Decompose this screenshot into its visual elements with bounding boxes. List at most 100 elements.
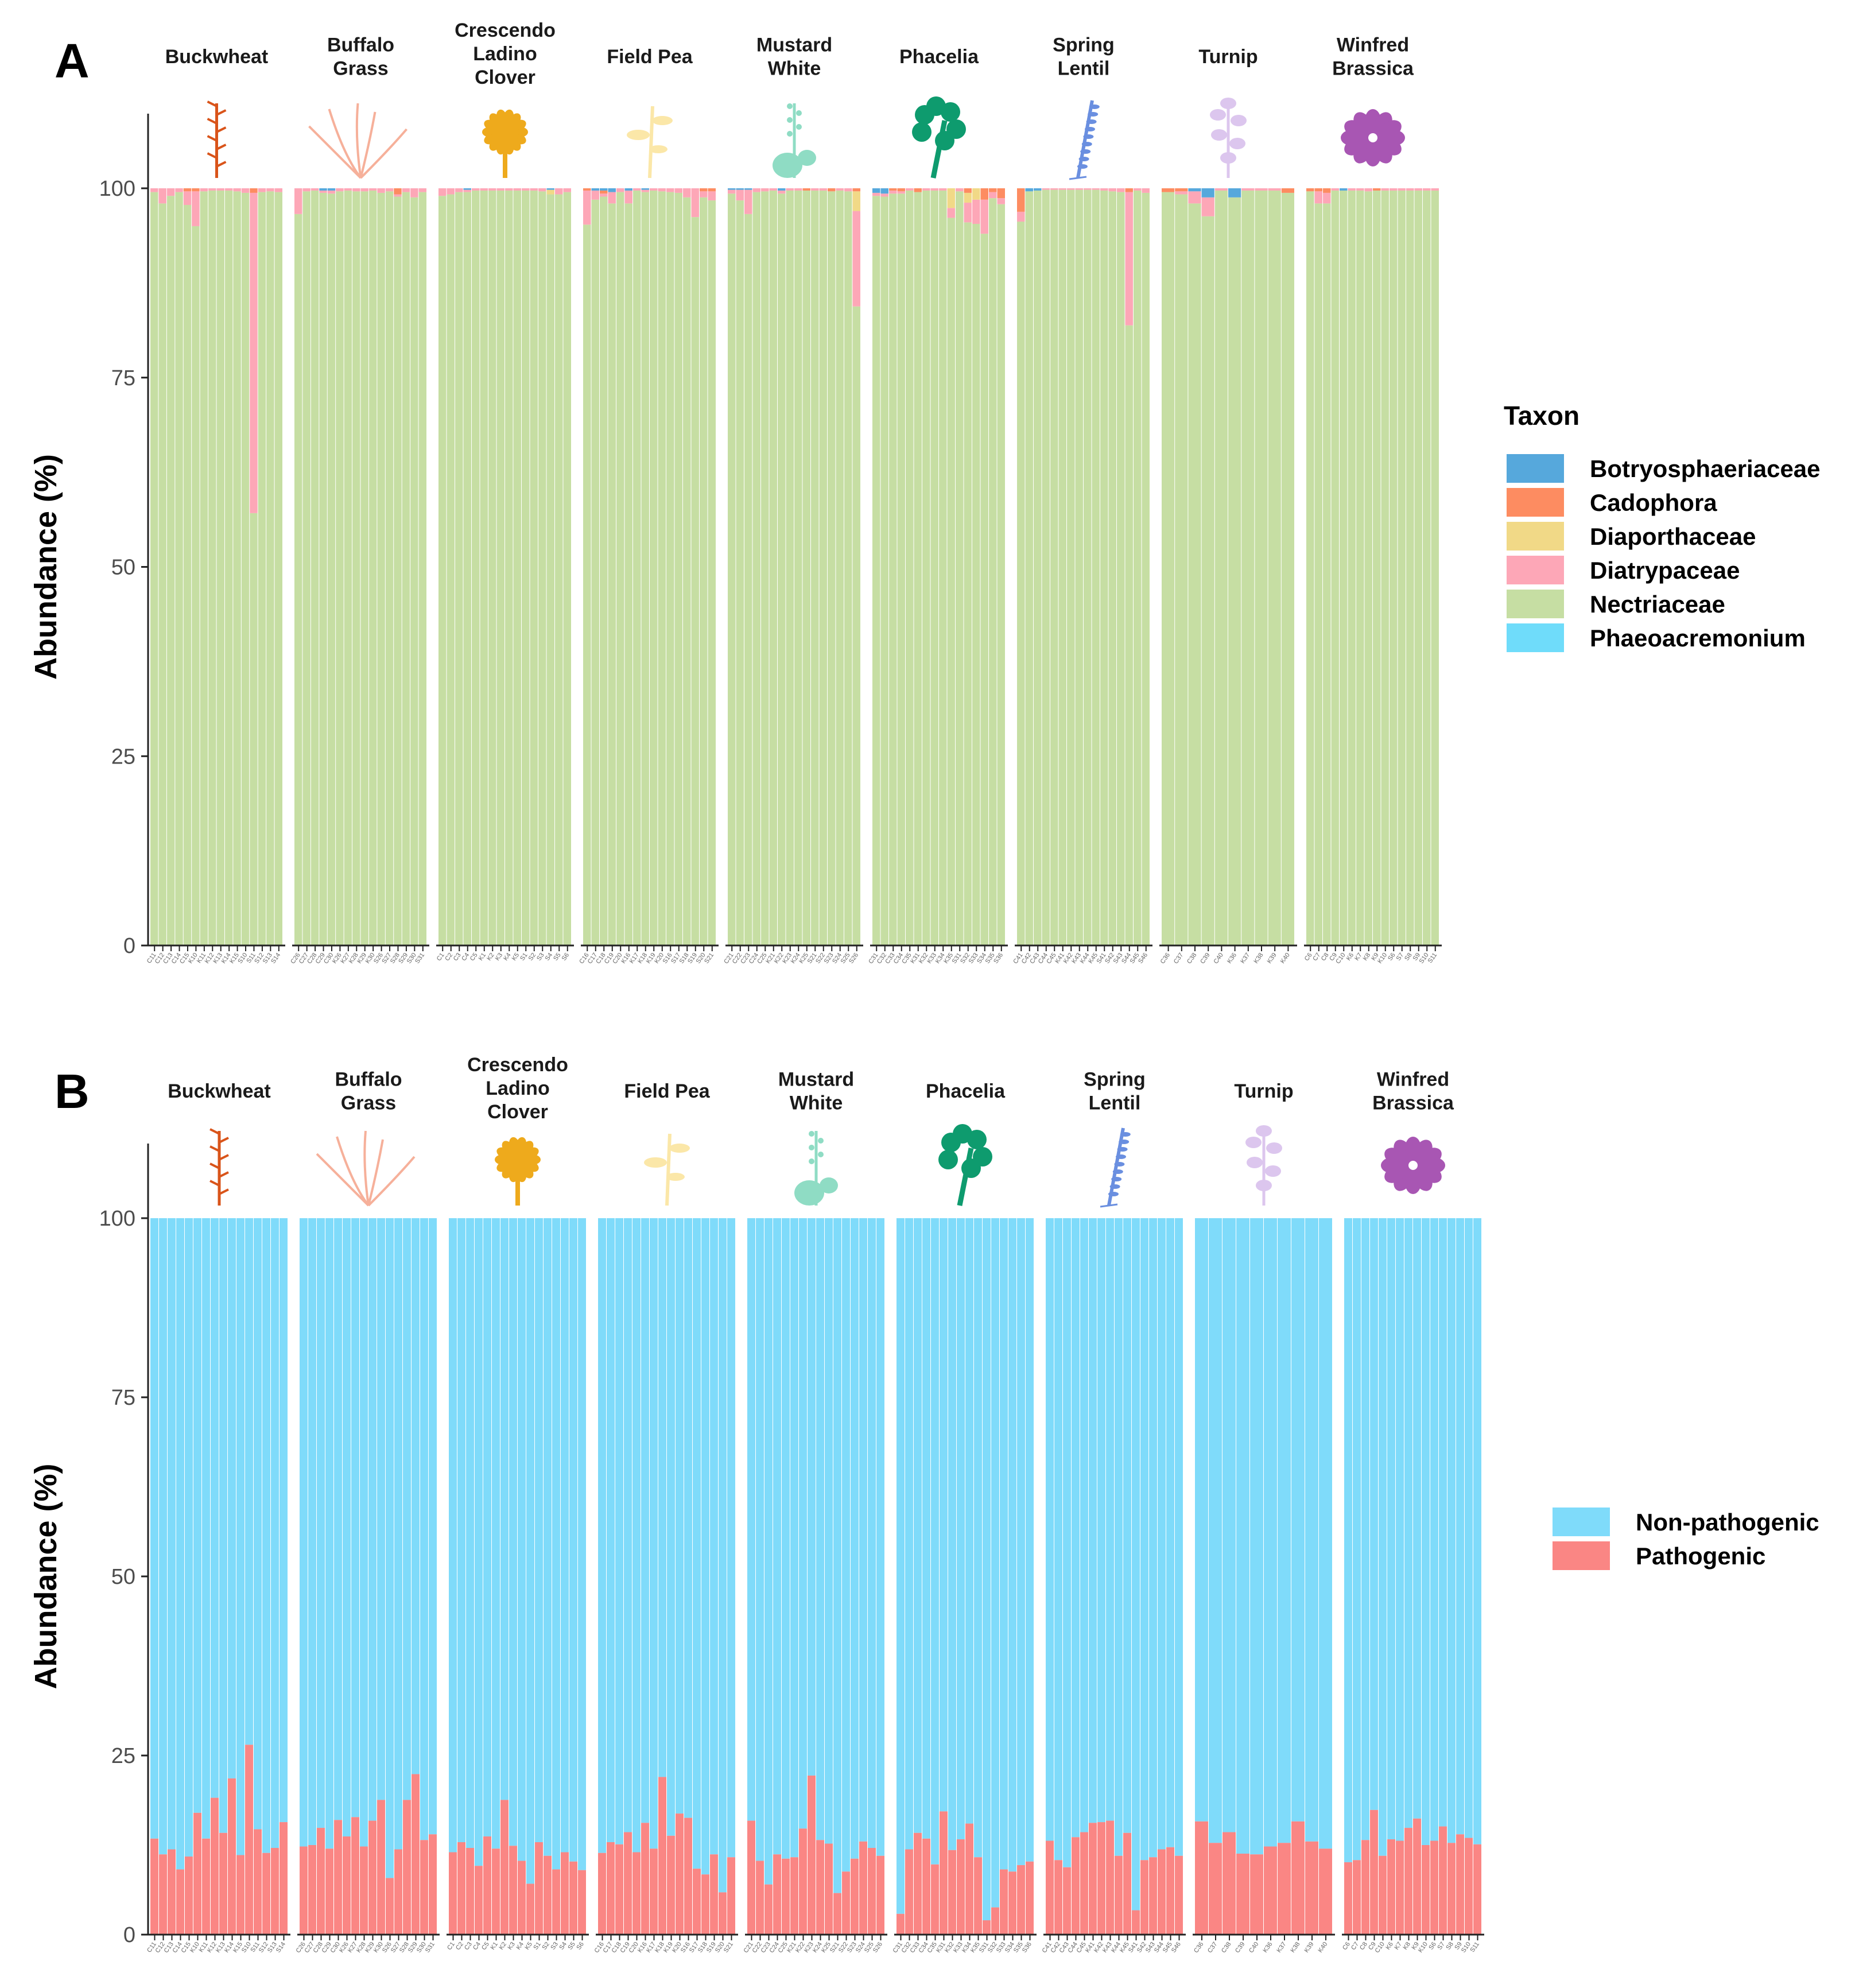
- bar-segment: [719, 1218, 727, 1893]
- bar-segment: [1439, 1826, 1447, 1935]
- bar-segment: [674, 192, 683, 945]
- bar-segment: [872, 196, 881, 946]
- y-tick-label: 0: [123, 1923, 135, 1947]
- clover-icon: [482, 109, 528, 178]
- bar-segment: [1106, 1820, 1115, 1935]
- bar-segment: [1456, 1218, 1465, 1835]
- bar-segment: [700, 188, 708, 192]
- bar-segment: [1034, 190, 1042, 945]
- bar-segment: [624, 1832, 632, 1935]
- bar-segment: [1017, 1865, 1026, 1935]
- bar-segment: [897, 188, 906, 192]
- bar-segment: [274, 188, 283, 192]
- bar-segment: [1228, 197, 1242, 945]
- bar-segment: [1340, 190, 1348, 945]
- bar-segment: [1379, 1855, 1387, 1935]
- bar-segment: [319, 192, 328, 945]
- bar-segment: [728, 188, 736, 190]
- bar-segment: [1175, 194, 1189, 945]
- bar-segment: [308, 1218, 317, 1845]
- bar-segment: [438, 196, 447, 946]
- bar-segment: [200, 188, 209, 192]
- bar-segment: [1008, 1218, 1017, 1872]
- bar-segment: [245, 1218, 254, 1745]
- bar-segment: [1097, 1822, 1106, 1935]
- bar-segment: [1364, 191, 1373, 945]
- bar-segment: [1123, 1218, 1132, 1833]
- bar-segment: [896, 1218, 905, 1914]
- bar-segment: [254, 1829, 262, 1935]
- bar-segment: [327, 188, 336, 191]
- bar-segment: [1067, 189, 1076, 946]
- bar-segment: [1404, 1828, 1413, 1935]
- buffalo-grass-icon: [316, 1130, 416, 1207]
- bar-segment: [889, 193, 898, 945]
- bar-segment: [1017, 222, 1026, 945]
- bar-segment: [852, 211, 861, 307]
- bar-segment: [773, 1854, 782, 1935]
- bar-segment: [964, 192, 972, 203]
- bar-segment: [360, 1218, 368, 1847]
- bar-segment: [522, 188, 530, 191]
- bar-segment: [271, 1218, 280, 1848]
- bar-segment: [368, 1820, 377, 1935]
- facet-label: Phacelia: [899, 46, 979, 68]
- bar-segment: [1117, 192, 1126, 946]
- bar-segment: [1473, 1844, 1482, 1935]
- bar-segment: [1166, 1218, 1175, 1847]
- bar-segment: [302, 191, 311, 945]
- bar-segment: [786, 190, 794, 945]
- bar-segment: [343, 1836, 351, 1935]
- bar-segment: [816, 1840, 825, 1935]
- bar-segment: [1100, 190, 1109, 945]
- bar-segment: [1067, 188, 1076, 190]
- bar-segment: [386, 1878, 394, 1935]
- bar-segment: [168, 1849, 176, 1935]
- bar-segment: [360, 1846, 368, 1935]
- bar-segment: [1209, 1843, 1222, 1935]
- bar-segment: [701, 1218, 710, 1875]
- bar-segment: [274, 192, 283, 946]
- legend-label: Cadophora: [1590, 489, 1717, 516]
- bar-segment: [492, 1849, 500, 1935]
- bar-segment: [1042, 188, 1050, 190]
- bar-segment: [412, 1774, 420, 1935]
- bar-segment: [1456, 1834, 1465, 1935]
- bar-segment: [1132, 1218, 1140, 1911]
- bar-segment: [377, 188, 386, 193]
- bar-segment: [666, 188, 675, 192]
- bar-segment: [825, 1843, 833, 1935]
- bar-segment: [931, 1864, 940, 1935]
- bar-segment: [598, 1853, 607, 1935]
- bar-segment: [624, 1218, 632, 1832]
- bar-segment: [607, 1218, 615, 1843]
- bar-segment: [1314, 191, 1323, 204]
- bar-segment: [632, 1218, 641, 1853]
- bar-segment: [782, 1218, 790, 1859]
- bar-segment: [280, 1218, 288, 1823]
- bar-segment: [368, 188, 378, 191]
- bar-segment: [1268, 190, 1282, 945]
- bar-segment: [1017, 188, 1026, 212]
- bar-segment: [991, 1218, 1000, 1908]
- y-tick-label: 25: [111, 745, 135, 769]
- bar-segment: [1353, 1860, 1361, 1935]
- bar-segment: [1075, 188, 1084, 190]
- bar-segment: [1250, 1218, 1264, 1855]
- bar-segment: [166, 188, 176, 196]
- bar-segment: [250, 513, 258, 945]
- bar-segment: [158, 203, 167, 945]
- bar-segment: [1353, 1218, 1361, 1861]
- bar-segment: [294, 188, 303, 214]
- bar-segment: [385, 188, 394, 192]
- bar-segment: [666, 192, 675, 946]
- bar-segment: [368, 1218, 377, 1821]
- facet-label: Field Pea: [624, 1080, 710, 1102]
- bar-segment: [183, 191, 192, 206]
- bar-segment: [683, 197, 692, 945]
- bar-segment: [429, 1834, 437, 1935]
- bar-segment: [351, 1218, 360, 1818]
- bar-segment: [931, 1218, 940, 1865]
- facet-label: Spring Lentil: [1053, 34, 1115, 80]
